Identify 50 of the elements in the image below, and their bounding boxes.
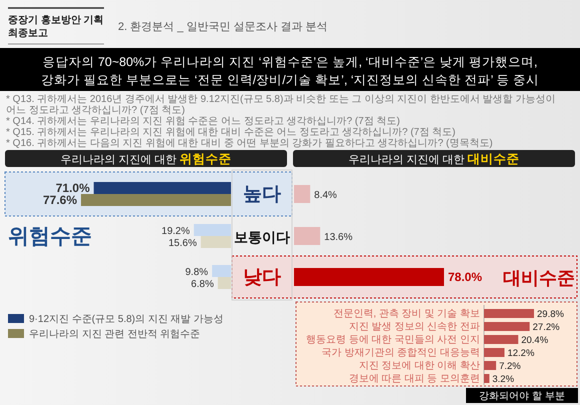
data-label: 20.4% bbox=[521, 335, 549, 346]
text: * Q13. 귀하께서는 2016년 경주에서 발생한 9.12지진(규모 5.8)과 비슷한 또는 그 이상의 지진이 한반도에서 발생할 가능성이 어느 정도라고 생각하십니까? (7점 척도) bbox=[6, 94, 556, 116]
bar bbox=[484, 335, 518, 344]
data-label: 19.2% bbox=[162, 226, 190, 237]
text: 대비수준 bbox=[503, 268, 575, 288]
bar bbox=[484, 348, 504, 357]
bar bbox=[218, 277, 231, 289]
bar bbox=[94, 182, 231, 194]
chart-title: 우리나라의 지진에 대한 대비수준 bbox=[348, 152, 520, 166]
bar bbox=[200, 236, 231, 248]
bar bbox=[484, 361, 496, 370]
bar bbox=[484, 309, 534, 318]
data-label: 78.0% bbox=[448, 270, 482, 284]
bar bbox=[484, 374, 490, 383]
text: 응답자의 70~80%가 우리나라의 지진 ‘위험수준’은 높게, ‘대비수준’은 낮게 평가했으며, 강화가 필요한 부분으로는 ‘전문 인력/장비/기술 확보’, ‘지진정보의 신속한 전파’ 등 중시 bbox=[41, 55, 539, 87]
y-tick-label: 경보에 따른 대피 등 모의훈련 bbox=[348, 374, 480, 384]
annotation: 위험수준 bbox=[8, 225, 92, 248]
data-label: 8.4% bbox=[314, 190, 338, 201]
y-tick-label: 전문인력, 관측 장비 및 기술 확보 bbox=[333, 308, 480, 320]
y-tick-label: 보통이다 bbox=[234, 229, 290, 245]
text: * Q15. 귀하께서는 우리나라의 지진 위험에 대한 대비 수준은 어느 정도라고 생각하십니까? (7점 척도) bbox=[6, 127, 456, 138]
bar bbox=[81, 194, 231, 206]
bar bbox=[194, 224, 231, 236]
data-label: 13.6% bbox=[324, 232, 353, 243]
data-label: 77.6% bbox=[42, 193, 78, 207]
legend-label: 9·12지진 수준(규모 5.8)의 지진 재발 가능성 bbox=[29, 314, 224, 325]
data-label: 9.8% bbox=[185, 267, 208, 278]
data-label: 12.2% bbox=[507, 348, 535, 359]
bar bbox=[212, 265, 231, 277]
bar bbox=[484, 322, 530, 331]
text: 중장기 홍보방안 기획 최종보고 bbox=[8, 15, 104, 39]
data-label: 27.2% bbox=[532, 322, 560, 333]
y-tick-label: 낮다 bbox=[243, 267, 281, 288]
legend-label: 우리나라의 지진 관련 전반적 위험수준 bbox=[29, 329, 200, 340]
data-label: 71.0% bbox=[56, 181, 90, 195]
data-label: 15.6% bbox=[168, 238, 197, 249]
data-label: 7.2% bbox=[499, 361, 522, 372]
text: * Q14. 귀하께서는 우리나라의 지진 위험 수준은 어느 정도라고 생각하십니까? (7점 척도) bbox=[6, 116, 400, 127]
data-label: 6.8% bbox=[191, 279, 214, 290]
text: * Q16. 귀하께서는 다음의 지진 위험에 대한 대비 중 어떤 부분의 강화가 필요하다고 생각하십니까? (명목척도) bbox=[6, 138, 493, 149]
text: 2. 환경분석 _ 일반국민 설문조사 결과 분석 bbox=[118, 21, 328, 33]
data-label: 3.2% bbox=[492, 374, 515, 385]
text: 강화되어야 할 부분 bbox=[479, 391, 565, 402]
chart-title: 우리나라의 지진에 대한 위험수준 bbox=[60, 152, 232, 166]
y-tick-label: 높다 bbox=[243, 184, 281, 205]
y-tick-label: 행동요령 등에 대한 국민들의 사전 인지 bbox=[306, 334, 480, 346]
y-tick-label: 지진 발생 정보의 신속한 전파 bbox=[348, 322, 480, 332]
y-tick-label: 국가 방재기관의 종합적인 대응능력 bbox=[322, 348, 480, 358]
data-label: 29.8% bbox=[537, 309, 564, 320]
y-tick-label: 지진 정보에 대한 이해 확산 bbox=[358, 360, 480, 372]
